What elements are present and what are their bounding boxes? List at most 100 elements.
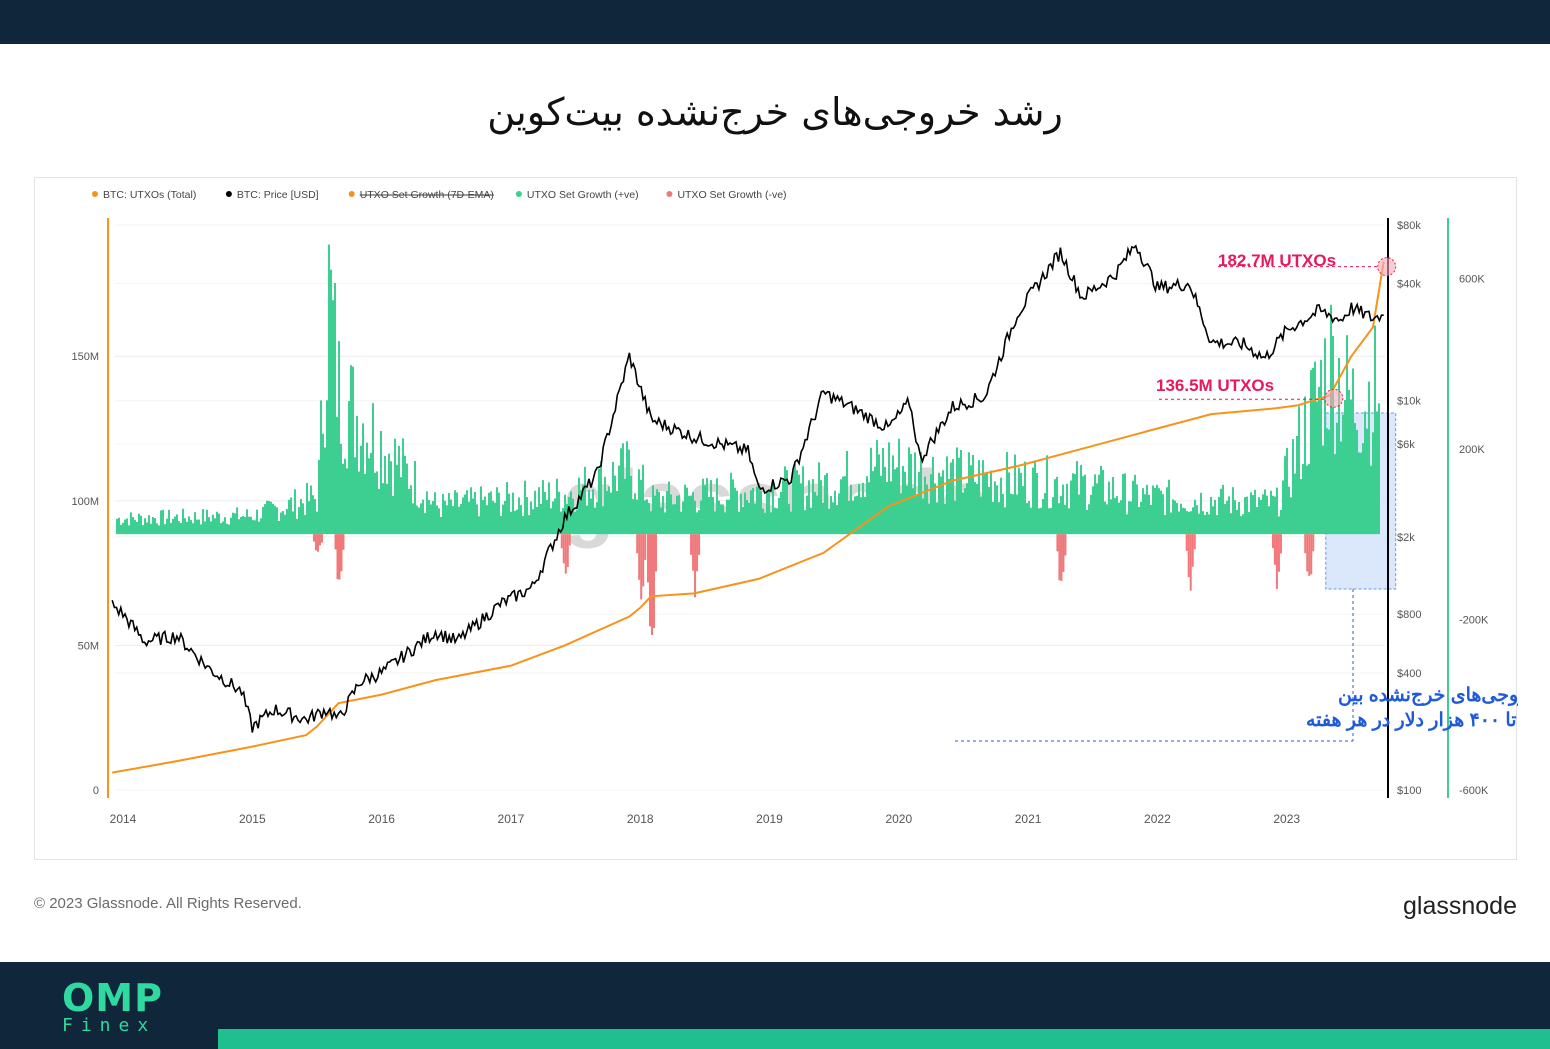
growth-positive-bar bbox=[766, 490, 768, 535]
growth-positive-bar bbox=[384, 455, 386, 535]
growth-positive-bar bbox=[172, 518, 174, 535]
growth-positive-bar bbox=[754, 503, 756, 535]
growth-positive-bar bbox=[120, 524, 122, 535]
growth-positive-bar bbox=[778, 497, 780, 535]
growth-negative-bar bbox=[650, 534, 653, 635]
growth-positive-bar bbox=[416, 505, 418, 535]
growth-positive-bar bbox=[892, 455, 894, 535]
growth-positive-bar bbox=[250, 516, 252, 535]
growth-positive-bar bbox=[336, 416, 338, 535]
growth-positive-bar bbox=[1188, 511, 1190, 535]
growth-positive-bar bbox=[390, 461, 392, 535]
growth-positive-bar bbox=[928, 503, 930, 535]
growth-positive-bar bbox=[930, 474, 932, 535]
growth-negative-bar bbox=[312, 534, 315, 542]
growth-positive-bar bbox=[662, 496, 664, 535]
growth-positive-bar bbox=[1298, 406, 1300, 535]
growth-positive-bar bbox=[1270, 490, 1272, 535]
growth-positive-bar bbox=[404, 455, 406, 535]
growth-positive-bar bbox=[808, 480, 810, 535]
growth-positive-bar bbox=[1354, 423, 1356, 535]
growth-positive-bar bbox=[194, 512, 196, 535]
growth-positive-bar bbox=[730, 472, 732, 535]
growth-positive-bar bbox=[650, 511, 652, 535]
growth-positive-bar bbox=[1264, 489, 1266, 535]
growth-positive-bar bbox=[1242, 514, 1244, 535]
growth-positive-bar bbox=[126, 518, 128, 535]
growth-positive-bar bbox=[968, 452, 970, 535]
growth-positive-bar bbox=[1318, 386, 1320, 535]
legend-label: UTXO Set Growth (-ve) bbox=[677, 189, 786, 201]
growth-positive-bar bbox=[1126, 514, 1128, 535]
growth-positive-bar bbox=[638, 469, 640, 535]
growth-positive-bar bbox=[218, 513, 220, 535]
growth-positive-bar bbox=[1196, 505, 1198, 535]
growth-positive-bar bbox=[128, 525, 130, 535]
growth-negative-bar bbox=[316, 534, 319, 552]
growth-positive-bar bbox=[1296, 436, 1298, 535]
growth-negative-bar bbox=[1306, 534, 1309, 572]
growth-positive-bar bbox=[916, 495, 918, 535]
growth-positive-bar bbox=[358, 471, 360, 535]
growth-positive-bar bbox=[940, 476, 942, 535]
growth-positive-bar bbox=[1250, 492, 1252, 535]
growth-positive-bar bbox=[690, 495, 692, 535]
growth-positive-bar bbox=[370, 452, 372, 535]
growth-negative-bar bbox=[334, 534, 337, 550]
growth-positive-bar bbox=[1006, 452, 1008, 535]
legend-label: BTC: UTXOs (Total) bbox=[103, 189, 196, 201]
growth-positive-bar bbox=[338, 341, 340, 535]
growth-positive-bar bbox=[184, 518, 186, 535]
growth-positive-bar bbox=[602, 506, 604, 535]
growth-positive-bar bbox=[328, 244, 330, 535]
growth-positive-bar bbox=[510, 511, 512, 535]
growth-positive-bar bbox=[768, 491, 770, 535]
growth-positive-bar bbox=[1176, 502, 1178, 535]
growth-positive-bar bbox=[254, 520, 256, 535]
growth-positive-bar bbox=[1364, 411, 1366, 535]
growth-positive-bar bbox=[180, 523, 182, 535]
growth-positive-bar bbox=[538, 487, 540, 535]
growth-positive-bar bbox=[652, 485, 654, 535]
growth-positive-bar bbox=[1170, 512, 1172, 535]
growth-positive-bar bbox=[322, 433, 324, 535]
growth-positive-bar bbox=[1230, 513, 1232, 535]
growth-positive-bar bbox=[832, 502, 834, 535]
growth-positive-bar bbox=[716, 478, 718, 535]
growth-positive-bar bbox=[760, 490, 762, 535]
growth-positive-bar bbox=[1014, 454, 1016, 535]
growth-positive-bar bbox=[1070, 480, 1072, 535]
growth-positive-bar bbox=[1056, 476, 1058, 535]
growth-negative-bar bbox=[1062, 534, 1065, 572]
growth-positive-bar bbox=[418, 507, 420, 535]
growth-positive-bar bbox=[560, 511, 562, 535]
growth-positive-bar bbox=[1300, 479, 1302, 535]
growth-positive-bar bbox=[828, 508, 830, 535]
price-axis-tick: $6k bbox=[1397, 439, 1415, 451]
growth-positive-bar bbox=[908, 447, 910, 535]
growth-positive-bar bbox=[1254, 489, 1256, 535]
growth-positive-bar bbox=[874, 466, 876, 535]
growth-positive-bar bbox=[1180, 503, 1182, 535]
growth-positive-bar bbox=[984, 473, 986, 535]
growth-positive-bar bbox=[198, 519, 200, 535]
growth-positive-bar bbox=[476, 504, 478, 535]
growth-positive-bar bbox=[136, 521, 138, 535]
growth-positive-bar bbox=[814, 492, 816, 535]
growth-positive-bar bbox=[942, 470, 944, 535]
growth-positive-bar bbox=[206, 509, 208, 535]
growth-positive-bar bbox=[1378, 403, 1380, 535]
growth-positive-bar bbox=[974, 482, 976, 535]
growth-positive-bar bbox=[372, 403, 374, 535]
growth-positive-bar bbox=[1062, 484, 1064, 535]
growth-positive-bar bbox=[360, 445, 362, 535]
growth-positive-bar bbox=[1022, 486, 1024, 535]
growth-positive-bar bbox=[326, 400, 328, 535]
growth-positive-bar bbox=[374, 472, 376, 535]
price-axis-tick: $80k bbox=[1397, 220, 1421, 232]
growth-positive-bar bbox=[592, 489, 594, 535]
growth-positive-bar bbox=[1372, 432, 1374, 535]
growth-positive-bar bbox=[1272, 495, 1274, 535]
growth-positive-bar bbox=[1136, 484, 1138, 535]
growth-positive-bar bbox=[122, 522, 124, 535]
